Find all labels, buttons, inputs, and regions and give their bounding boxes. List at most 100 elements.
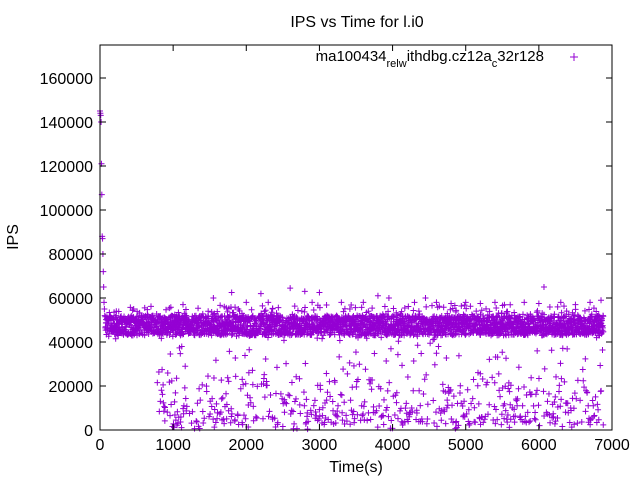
data-point (203, 388, 210, 395)
data-point (494, 416, 501, 423)
data-point (578, 418, 585, 425)
data-point (160, 381, 167, 388)
data-point (100, 284, 107, 290)
data-point (587, 299, 594, 306)
data-point (383, 407, 390, 414)
data-point (378, 334, 385, 341)
data-point (242, 415, 249, 422)
data-point (548, 347, 555, 354)
data-point (393, 389, 400, 396)
data-point (144, 306, 151, 313)
data-point (167, 304, 174, 311)
data-point (123, 323, 130, 330)
data-point (369, 305, 376, 312)
data-point (444, 310, 451, 317)
legend: ma100434relwithdbg.cz12ac32r128 (316, 48, 578, 70)
data-point (279, 314, 286, 321)
data-point (423, 420, 430, 427)
data-point (515, 364, 522, 371)
data-point (390, 305, 397, 312)
data-point (324, 389, 331, 396)
data-point (250, 417, 257, 424)
data-point (418, 350, 425, 357)
data-point (435, 343, 442, 350)
data-point (261, 371, 268, 378)
data-point (417, 402, 424, 409)
data-point (401, 304, 408, 311)
data-point (297, 410, 304, 417)
data-point (340, 308, 347, 315)
data-point (365, 308, 372, 315)
data-point (320, 332, 327, 339)
data-point (168, 401, 175, 408)
data-point (232, 416, 239, 423)
data-point (523, 392, 530, 399)
data-point (480, 419, 487, 426)
data-point (600, 328, 607, 335)
data-point (301, 308, 308, 315)
data-point (541, 365, 548, 372)
data-point (189, 408, 196, 415)
data-point (182, 395, 189, 402)
data-point (397, 311, 404, 318)
data-point (334, 413, 341, 420)
data-point (554, 415, 561, 422)
data-point (290, 408, 297, 415)
data-point (360, 299, 367, 306)
data-point (405, 418, 412, 425)
data-point (410, 307, 417, 314)
y-axis-ticks: 0 20000 40000 60000 80000 100000 120000 140000 1… (40, 71, 612, 440)
data-point (301, 288, 308, 295)
data-point (328, 314, 335, 321)
data-point (433, 423, 440, 430)
data-point (169, 333, 176, 340)
data-point (245, 369, 252, 376)
data-point (438, 417, 445, 424)
data-point (243, 299, 250, 306)
data-point (181, 384, 188, 391)
data-point (374, 292, 381, 299)
data-point (282, 399, 289, 406)
data-point (195, 305, 202, 312)
data-point (358, 304, 365, 311)
data-point (471, 404, 478, 411)
data-point (356, 361, 363, 368)
data-point (304, 426, 311, 433)
data-point (477, 300, 484, 307)
data-point (174, 420, 181, 427)
data-point (547, 419, 554, 426)
data-point (180, 301, 187, 308)
data-point (504, 412, 511, 419)
data-point (214, 415, 221, 422)
data-point (351, 415, 358, 422)
data-point (469, 395, 476, 402)
data-point (579, 366, 586, 373)
data-point (175, 309, 182, 316)
data-point (450, 393, 457, 400)
data-point (577, 397, 584, 404)
data-point (223, 415, 230, 422)
data-point (511, 419, 518, 426)
data-point (376, 403, 383, 410)
data-point (593, 334, 600, 341)
data-point (354, 411, 361, 418)
data-point (506, 388, 513, 395)
data-point (546, 411, 553, 418)
data-point (410, 387, 417, 394)
data-point (424, 401, 431, 408)
data-point (127, 304, 134, 311)
data-point (558, 396, 565, 403)
data-point (262, 356, 269, 363)
data-point (561, 378, 568, 385)
data-point (580, 377, 587, 384)
data-point (323, 397, 330, 404)
data-point (552, 393, 559, 400)
data-point (402, 405, 409, 412)
data-point (368, 386, 375, 393)
data-point (314, 335, 321, 342)
data-point (492, 406, 499, 413)
data-point (455, 422, 462, 429)
data-point (479, 375, 486, 382)
data-point (427, 340, 434, 347)
x-tick-label: 1000 (155, 437, 191, 454)
